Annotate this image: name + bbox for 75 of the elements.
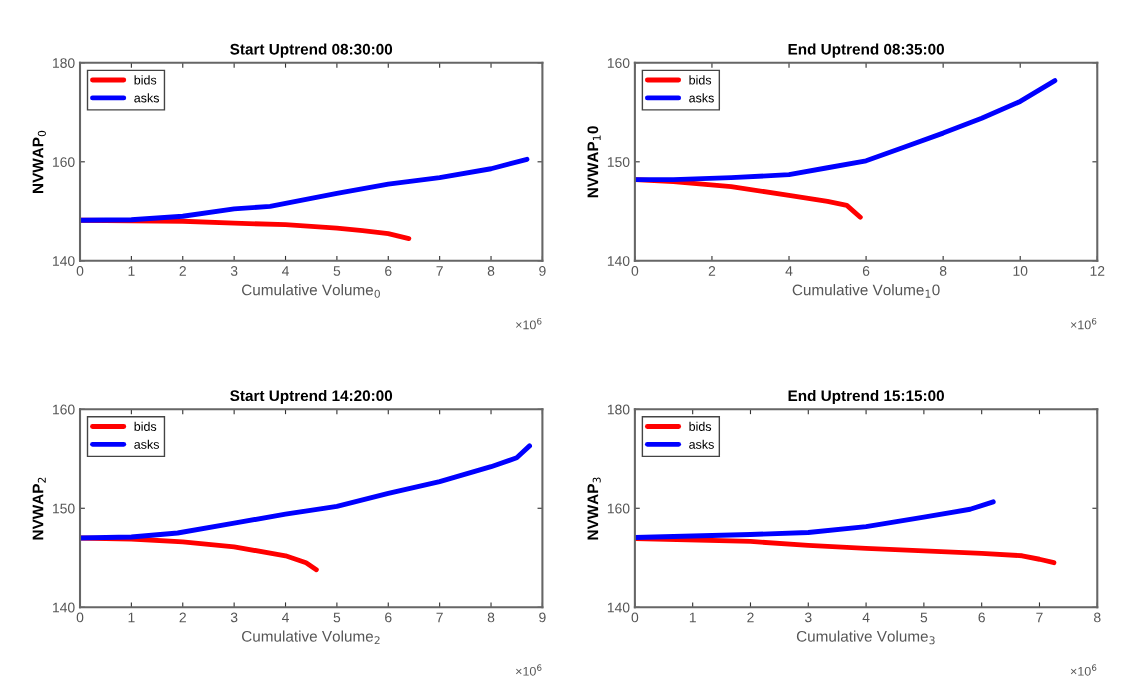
x-tick-label: 4 — [281, 612, 289, 623]
x-tick-label: 3 — [804, 612, 812, 623]
x-tick-label: 9 — [539, 612, 546, 623]
y-tick-label: 140 — [53, 602, 75, 613]
x-tick-label: 5 — [333, 266, 341, 276]
x-tick-label: 3 — [230, 612, 238, 623]
y-tick-label: 180 — [53, 58, 75, 68]
x-tick-label: 5 — [920, 612, 928, 623]
x-axis-title: Cumulative Volume$_{0}$ — [242, 284, 380, 298]
x-tick-label: 0 — [76, 612, 84, 623]
x-tick-label: 2 — [708, 266, 716, 276]
y-tick-label: 160 — [53, 157, 75, 167]
x-axis-title: Cumulative Volume$_{1}$0 — [792, 284, 940, 298]
text: ×10$^{6}$ — [1070, 664, 1097, 676]
y-tick-label: 180 — [607, 404, 630, 415]
y-tick-label: 140 — [53, 256, 75, 266]
text: ×10$^{6}$ — [516, 317, 542, 330]
y-tick-label: 150 — [607, 157, 630, 167]
y-axis-title: NVWAP$_{0}$ — [32, 130, 46, 193]
x-tick-label: 3 — [230, 266, 238, 276]
x-tick-label: 2 — [179, 612, 186, 623]
text: ×10$^{6}$ — [516, 664, 542, 676]
y-axis-title: NVWAP$_{3}$ — [587, 477, 601, 540]
line-series — [634, 536, 1057, 566]
y-tick-label: 150 — [53, 503, 75, 514]
x-tick-label: 0 — [631, 612, 639, 623]
y-axis-title: NVWAP$_{1}$0 — [587, 126, 601, 198]
x-tick-label: 7 — [436, 266, 443, 276]
x-tick-label: 4 — [862, 612, 870, 623]
y-tick-label: 160 — [607, 58, 630, 68]
chart-title: Start Uptrend 14:20:00 — [230, 389, 393, 405]
legend-label: asks — [134, 439, 160, 449]
x-tick-label: 10 — [1013, 266, 1028, 276]
legend-label: bids — [134, 75, 157, 85]
x-tick-label: 5 — [333, 612, 341, 623]
line-series — [80, 156, 530, 223]
x-tick-label: 6 — [862, 266, 870, 276]
x-tick-label: 6 — [385, 266, 392, 276]
x-tick-label: 4 — [785, 266, 793, 276]
y-tick-label: 160 — [607, 503, 630, 514]
chart-title: End Uptrend 08:35:00 — [788, 43, 944, 58]
legend-label: asks — [134, 93, 160, 103]
x-tick-label: 1 — [689, 612, 696, 623]
x-tick-label: 8 — [939, 266, 947, 276]
legend-label: bids — [689, 75, 712, 85]
y-axis-title: NVWAP$_{2}$ — [32, 477, 46, 540]
line-series — [634, 499, 996, 540]
x-tick-label: 1 — [128, 266, 135, 276]
legend-label: asks — [689, 439, 714, 449]
legend-label: bids — [689, 421, 712, 431]
x-tick-label: 8 — [487, 612, 495, 623]
x-tick-label: 0 — [631, 266, 639, 276]
x-tick-label: 8 — [487, 266, 495, 276]
x-tick-label: 0 — [76, 266, 84, 276]
x-tick-label: 6 — [385, 612, 392, 623]
y-tick-label: 140 — [607, 256, 630, 266]
text: ×10$^{6}$ — [1070, 317, 1097, 330]
legend-label: asks — [689, 93, 714, 103]
chart-title: Start Uptrend 08:30:00 — [230, 43, 393, 58]
x-tick-label: 2 — [179, 266, 186, 276]
x-tick-label: 6 — [978, 612, 985, 623]
x-tick-label: 7 — [1036, 612, 1043, 623]
x-tick-label: 9 — [539, 266, 546, 276]
x-tick-label: 7 — [436, 612, 443, 623]
legend-label: bids — [134, 421, 157, 431]
chart-title: End Uptrend 15:15:00 — [788, 389, 944, 405]
x-tick-label: 12 — [1090, 266, 1105, 276]
x-tick-label: 4 — [281, 266, 289, 276]
y-tick-label: 160 — [53, 404, 75, 415]
x-axis-title: Cumulative Volume$_{3}$ — [796, 630, 935, 645]
x-axis-title: Cumulative Volume$_{2}$ — [242, 630, 380, 645]
y-tick-label: 140 — [607, 602, 630, 613]
x-tick-label: 1 — [128, 612, 135, 623]
x-tick-label: 8 — [1094, 612, 1101, 623]
x-tick-label: 2 — [747, 612, 754, 623]
